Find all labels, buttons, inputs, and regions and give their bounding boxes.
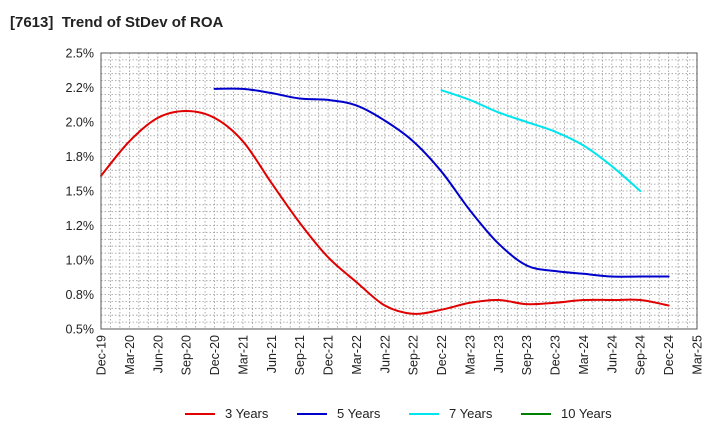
x-tick-label: Mar-20 bbox=[123, 335, 137, 375]
y-tick-label: 2.2% bbox=[66, 81, 95, 95]
series-line-3-years bbox=[100, 109, 670, 315]
x-tick-label: Sep-22 bbox=[407, 335, 421, 375]
x-tick-label: Jun-23 bbox=[492, 335, 506, 373]
chart-title-code: [7613] bbox=[10, 14, 54, 31]
x-tick-label: Dec-21 bbox=[322, 335, 336, 375]
legend-label-5-years: 5 Years bbox=[337, 406, 381, 421]
x-tick-label: Sep-24 bbox=[634, 335, 648, 375]
legend-label-10-years: 10 Years bbox=[561, 406, 612, 421]
x-tick-label: Sep-23 bbox=[520, 335, 534, 375]
chart-title: [7613] Trend of StDev of ROA bbox=[10, 14, 223, 31]
y-tick-label: 0.8% bbox=[66, 288, 95, 302]
plot-frame bbox=[100, 52, 698, 330]
x-tick-label: Mar-21 bbox=[236, 335, 250, 375]
x-tick-label: Sep-20 bbox=[180, 335, 194, 375]
x-tick-label: Sep-21 bbox=[293, 335, 307, 375]
legend-swatch-10-years bbox=[521, 413, 551, 415]
grid-lines bbox=[101, 53, 697, 329]
legend: 3 Years 5 Years 7 Years 10 Years bbox=[0, 404, 720, 426]
x-tick-label: Dec-19 bbox=[95, 335, 109, 375]
series-line-7-years bbox=[440, 89, 642, 192]
legend-swatch-7-years bbox=[409, 413, 439, 415]
x-tick-label: Mar-22 bbox=[350, 335, 364, 375]
x-tick-label: Jun-22 bbox=[378, 335, 392, 373]
series-lines bbox=[100, 87, 670, 315]
x-tick-label: Dec-23 bbox=[549, 335, 563, 375]
legend-swatch-3-years bbox=[185, 413, 215, 415]
y-tick-label: 2.0% bbox=[66, 116, 95, 130]
chart-title-text: Trend of StDev of ROA bbox=[61, 14, 224, 31]
x-tick-label: Dec-22 bbox=[435, 335, 449, 375]
y-tick-label: 0.5% bbox=[66, 323, 95, 337]
x-tick-label: Jun-20 bbox=[151, 335, 165, 373]
x-tick-label: Jun-24 bbox=[605, 335, 619, 373]
y-tick-label: 1.5% bbox=[66, 185, 95, 199]
series-line-5-years bbox=[213, 87, 670, 278]
legend-label-7-years: 7 Years bbox=[449, 406, 493, 421]
x-tick-label: Jun-21 bbox=[265, 335, 279, 373]
x-tick-label: Mar-23 bbox=[463, 335, 477, 375]
legend-swatch-5-years bbox=[297, 413, 327, 415]
x-tick-label: Dec-24 bbox=[662, 335, 676, 375]
y-tick-label: 2.5% bbox=[66, 47, 95, 61]
y-axis-ticks: 0.5% 0.8% 1.0% 1.2% 1.5% 1.8% 2.0% 2.2% 2.5% bbox=[66, 47, 95, 337]
x-tick-label: Mar-25 bbox=[691, 335, 705, 375]
y-tick-label: 1.0% bbox=[66, 254, 95, 268]
x-axis-ticks: Dec-19 Mar-20 Jun-20 Sep-20 Dec-20 Mar-21 Jun-… bbox=[95, 335, 705, 375]
x-tick-label: Mar-24 bbox=[577, 335, 591, 375]
legend-label-3-years: 3 Years bbox=[225, 406, 269, 421]
y-tick-label: 1.2% bbox=[66, 219, 95, 233]
x-tick-label: Dec-20 bbox=[208, 335, 222, 375]
y-tick-label: 1.8% bbox=[66, 150, 95, 164]
